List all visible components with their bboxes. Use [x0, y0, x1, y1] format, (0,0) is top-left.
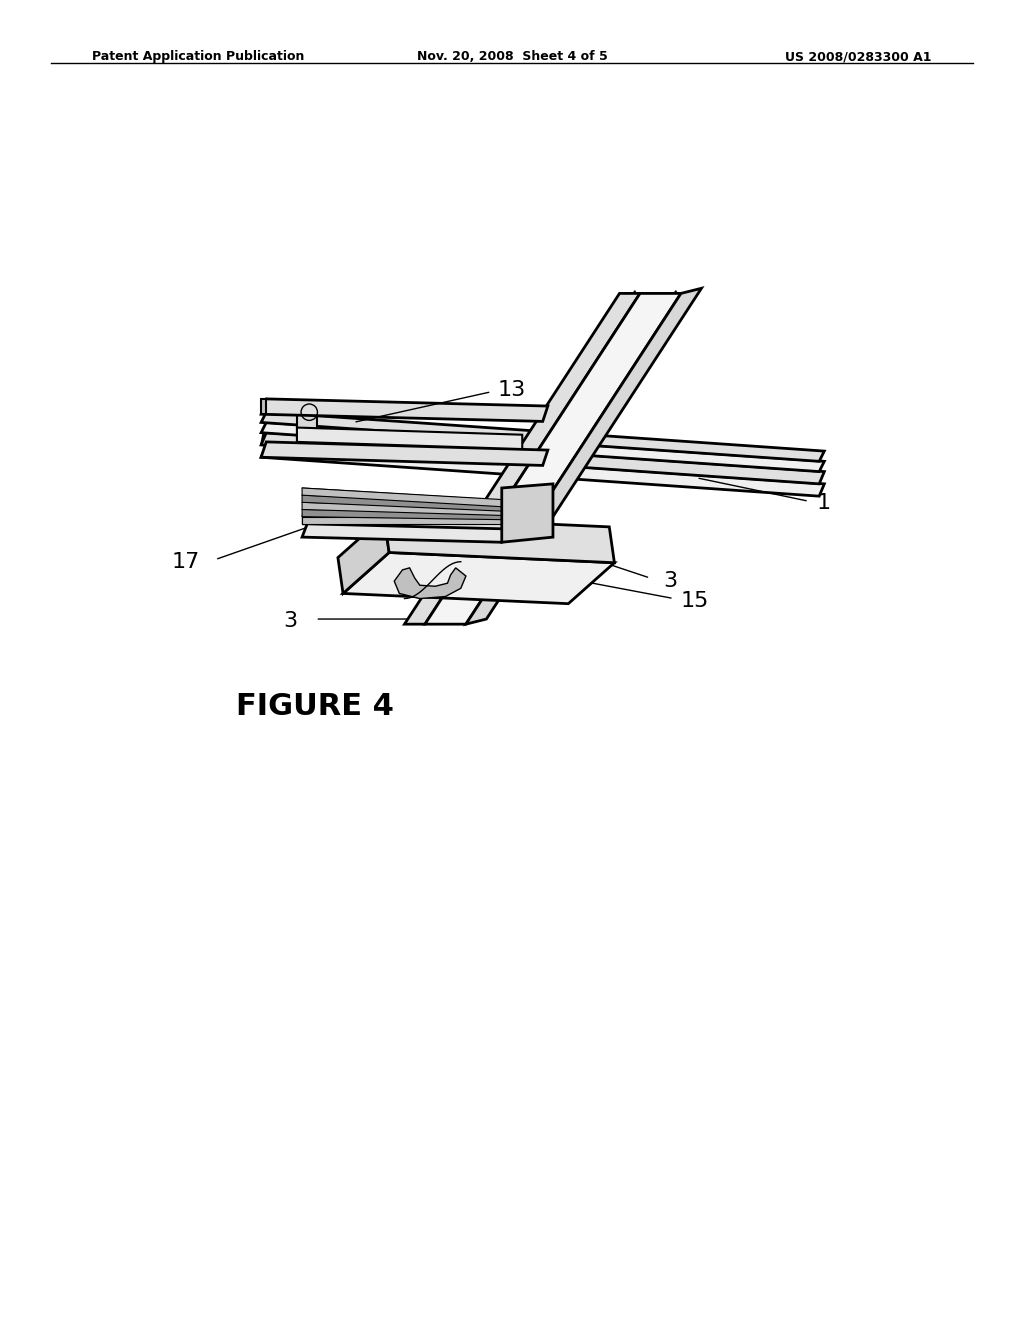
Polygon shape: [343, 553, 614, 603]
Text: 1: 1: [816, 494, 830, 513]
Polygon shape: [302, 516, 502, 524]
Polygon shape: [384, 516, 614, 562]
Polygon shape: [302, 503, 508, 516]
Text: Patent Application Publication: Patent Application Publication: [92, 50, 304, 63]
Polygon shape: [302, 510, 505, 520]
Polygon shape: [466, 288, 701, 624]
Polygon shape: [297, 428, 522, 449]
Polygon shape: [394, 568, 466, 598]
Polygon shape: [261, 422, 824, 471]
Polygon shape: [261, 399, 548, 421]
Polygon shape: [404, 293, 640, 624]
Text: 17: 17: [171, 552, 200, 572]
Text: 3: 3: [664, 572, 678, 591]
Polygon shape: [302, 488, 514, 507]
Polygon shape: [261, 434, 268, 445]
Polygon shape: [261, 445, 824, 496]
Polygon shape: [425, 293, 681, 624]
Polygon shape: [302, 513, 307, 524]
Text: Nov. 20, 2008  Sheet 4 of 5: Nov. 20, 2008 Sheet 4 of 5: [417, 50, 607, 63]
Polygon shape: [302, 495, 511, 512]
Polygon shape: [338, 516, 389, 594]
Polygon shape: [502, 484, 553, 543]
Polygon shape: [302, 524, 507, 543]
Text: 3: 3: [283, 611, 297, 631]
Text: US 2008/0283300 A1: US 2008/0283300 A1: [785, 50, 932, 63]
Polygon shape: [261, 433, 824, 484]
Polygon shape: [261, 412, 824, 462]
Text: 15: 15: [681, 590, 710, 611]
Text: FIGURE 4: FIGURE 4: [236, 692, 393, 721]
Polygon shape: [261, 399, 266, 414]
Polygon shape: [297, 414, 317, 442]
Polygon shape: [261, 442, 548, 466]
Text: 13: 13: [498, 380, 526, 400]
